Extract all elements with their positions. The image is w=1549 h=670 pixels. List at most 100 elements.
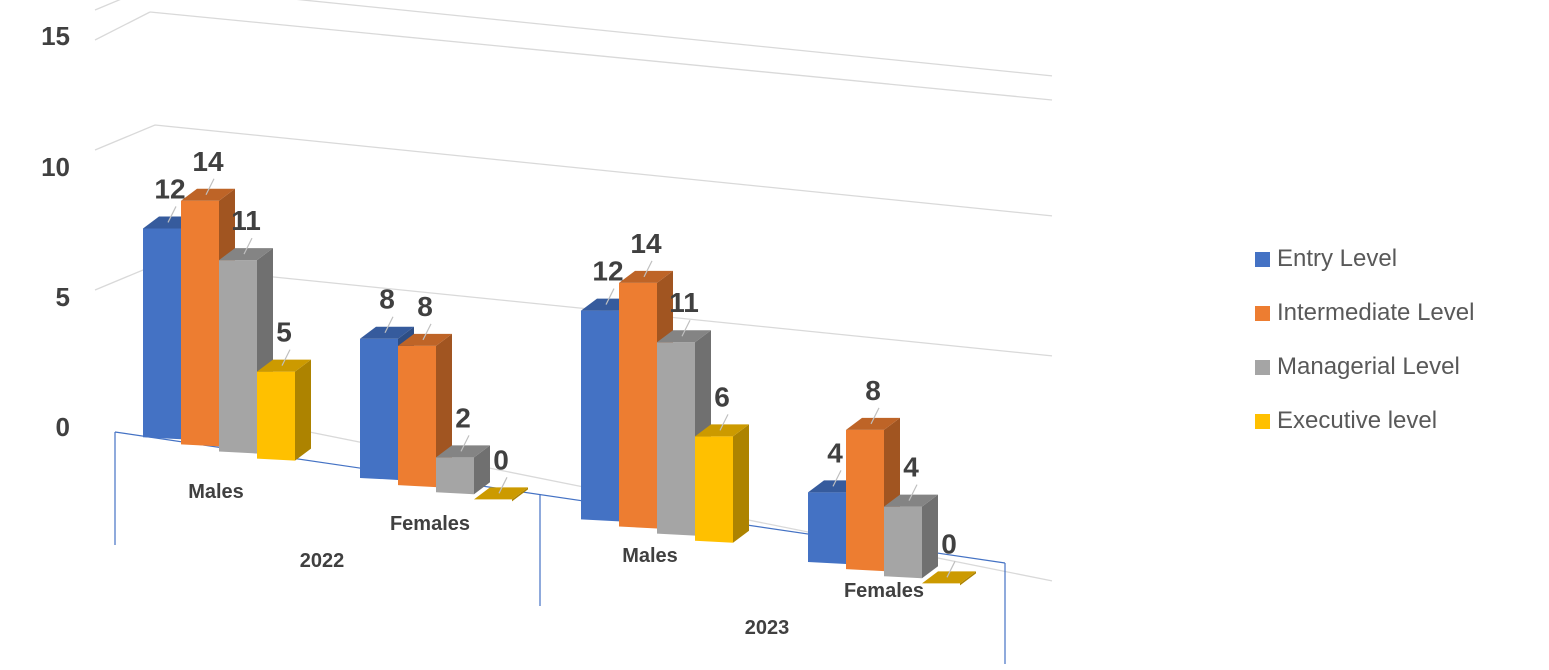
bar-side xyxy=(733,424,749,543)
bar-top xyxy=(219,248,273,261)
bar-side xyxy=(295,359,311,461)
legend-swatch xyxy=(1255,305,1270,321)
bar-top xyxy=(922,571,976,584)
legend-swatch xyxy=(1255,413,1270,429)
category-label: Females xyxy=(844,580,924,602)
label-leader xyxy=(832,470,842,487)
data-label: 12 xyxy=(592,256,623,287)
y-tick-label: 10 xyxy=(41,152,70,182)
bar-executive-level xyxy=(257,359,311,461)
legend-item-managerial-level: Managerial Level xyxy=(1255,340,1474,394)
bar-top xyxy=(846,417,900,430)
y-tick-label: 0 xyxy=(56,412,70,442)
label-leader xyxy=(605,288,615,305)
bar-top xyxy=(695,424,749,437)
bar-top xyxy=(884,494,938,507)
legend-label: Executive level xyxy=(1277,407,1438,434)
data-label: 11 xyxy=(231,205,261,236)
bar-top xyxy=(657,330,711,343)
bar-side xyxy=(512,487,528,502)
category-label: Males xyxy=(188,481,244,503)
label-leader xyxy=(870,407,880,425)
category-label: Males xyxy=(622,545,678,567)
bar-front xyxy=(808,492,846,564)
data-label: 5 xyxy=(276,317,292,348)
y-tick-label: 5 xyxy=(56,282,70,312)
label-leader xyxy=(681,319,691,337)
gridline xyxy=(94,0,1053,77)
data-label: 12 xyxy=(154,173,185,204)
bar-managerial-level xyxy=(436,445,490,495)
data-label: 11 xyxy=(669,287,699,318)
legend-item-entry-level: Entry Level xyxy=(1255,232,1474,286)
bar-top xyxy=(474,487,528,500)
legend-swatch xyxy=(1255,359,1270,375)
bar-front xyxy=(581,310,619,522)
bar-top xyxy=(181,188,235,201)
category-labels: Males Females Males Females 2022 2023 xyxy=(188,481,924,639)
data-label: 2 xyxy=(455,402,471,433)
bar-front xyxy=(143,228,181,440)
bar-front xyxy=(219,260,257,454)
legend-swatch xyxy=(1255,251,1270,267)
label-leader xyxy=(205,178,215,196)
bar-top xyxy=(436,445,490,458)
legend-label: Entry Level xyxy=(1277,245,1398,272)
bar-front xyxy=(695,436,733,543)
bar-front xyxy=(436,457,474,495)
bar-top xyxy=(360,326,414,339)
legend-label: Managerial Level xyxy=(1277,353,1460,380)
data-label: 8 xyxy=(417,291,433,322)
bar-front xyxy=(657,342,695,536)
legend-item-intermediate-level: Intermediate Level xyxy=(1255,286,1474,340)
bar-front xyxy=(884,506,922,579)
bar-front xyxy=(619,282,657,529)
bar-executive-level xyxy=(695,424,749,543)
label-leader xyxy=(643,260,653,278)
bar-executive-level xyxy=(922,571,976,586)
bars xyxy=(143,188,976,586)
data-label: 4 xyxy=(903,452,919,483)
label-leader xyxy=(167,206,177,223)
bar-side xyxy=(922,494,938,579)
label-leader xyxy=(498,477,508,494)
bar-front xyxy=(398,345,436,488)
wall-edge xyxy=(94,11,151,41)
data-label: 0 xyxy=(493,444,509,475)
label-leader xyxy=(422,323,432,341)
bar-managerial-level xyxy=(884,494,938,579)
data-label: 4 xyxy=(827,437,843,468)
label-leader xyxy=(281,349,291,366)
label-leader xyxy=(719,414,729,431)
category-label: Females xyxy=(390,513,470,535)
label-leader xyxy=(243,237,253,255)
gridline xyxy=(94,124,1053,217)
data-label: 0 xyxy=(941,528,957,559)
label-leader xyxy=(946,561,956,578)
legend-item-executive-level: Executive level xyxy=(1255,394,1474,448)
legend: Entry Level Intermediate Level Manageria… xyxy=(1255,232,1474,448)
y-axis-ticks: 0 5 10 15 xyxy=(41,21,70,442)
bar-side xyxy=(474,445,490,495)
bar-top xyxy=(257,359,311,372)
label-leader xyxy=(908,484,918,501)
data-label: 14 xyxy=(630,228,662,259)
gridline xyxy=(149,11,1053,101)
bar-side xyxy=(960,571,976,586)
bar-top xyxy=(619,270,673,283)
label-leader xyxy=(460,435,470,452)
bar-front xyxy=(257,371,295,461)
bar-executive-level xyxy=(474,487,528,502)
label-leader xyxy=(384,316,394,334)
y-tick-label: 15 xyxy=(41,21,70,51)
bar-top xyxy=(398,333,452,346)
data-label: 6 xyxy=(714,381,730,412)
legend-label: Intermediate Level xyxy=(1277,299,1475,326)
bar-front xyxy=(360,338,398,480)
group-label: 2023 xyxy=(745,617,790,639)
data-label: 8 xyxy=(379,284,395,315)
data-label: 8 xyxy=(865,375,881,406)
bar-front xyxy=(181,200,219,447)
